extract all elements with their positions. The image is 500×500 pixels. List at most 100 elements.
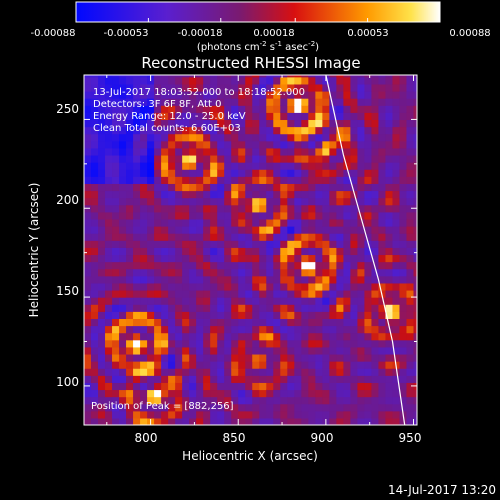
- heatmap-cell: [175, 83, 183, 92]
- heatmap-cell: [147, 240, 155, 248]
- heatmap-cell: [140, 147, 148, 156]
- heatmap-cell: [287, 389, 295, 398]
- heatmap-cell: [175, 190, 183, 199]
- heatmap-cell: [315, 147, 323, 156]
- heatmap-cell: [315, 76, 323, 85]
- heatmap-cell: [189, 176, 197, 184]
- heatmap-cell: [175, 282, 183, 291]
- heatmap-cell: [217, 304, 225, 312]
- heatmap-cell: [84, 361, 92, 369]
- heatmap-cell: [154, 112, 162, 121]
- heatmap-cell: [259, 176, 267, 184]
- heatmap-cell: [147, 275, 155, 284]
- heatmap-cell: [399, 375, 408, 383]
- heatmap-cell: [371, 76, 380, 85]
- heatmap-cell: [175, 339, 183, 348]
- heatmap-cell: [238, 75, 246, 78]
- heatmap-cell: [112, 154, 120, 163]
- heatmap-cell: [322, 105, 330, 113]
- heatmap-cell: [140, 162, 148, 170]
- heatmap-cell: [399, 268, 408, 277]
- heatmap-cell: [189, 140, 197, 149]
- heatmap-cell: [133, 176, 141, 184]
- heatmap-cell: [224, 112, 232, 121]
- heatmap-cell: [112, 247, 120, 256]
- heatmap-cell: [84, 254, 92, 263]
- heatmap-cell: [126, 226, 134, 234]
- heatmap-cell: [392, 268, 401, 277]
- heatmap-cell: [350, 368, 359, 376]
- heatmap-cell: [378, 83, 387, 92]
- heatmap-cell: [210, 176, 218, 184]
- heatmap-cell: [371, 162, 380, 170]
- heatmap-cell: [154, 311, 162, 319]
- heatmap-cell: [301, 247, 309, 256]
- heatmap-cell: [231, 90, 239, 99]
- heatmap-cell: [224, 240, 232, 248]
- heatmap-cell: [105, 311, 113, 319]
- x-tick-label: 950: [399, 431, 422, 445]
- heatmap-cell: [147, 126, 155, 135]
- heatmap-cell: [217, 112, 225, 121]
- heatmap-cell: [315, 339, 323, 348]
- heatmap-cell: [126, 368, 134, 376]
- heatmap-cell: [315, 382, 323, 391]
- heatmap-cell: [259, 162, 267, 170]
- heatmap-cell: [266, 275, 274, 284]
- heatmap-cell: [105, 75, 113, 78]
- heatmap-cell: [329, 275, 337, 284]
- heatmap-cell: [357, 226, 366, 234]
- heatmap-cell: [385, 311, 394, 319]
- heatmap-cell: [105, 162, 113, 170]
- heatmap-cell: [329, 311, 337, 319]
- heatmap-cell: [84, 240, 92, 248]
- heatmap-cell: [294, 389, 302, 398]
- heatmap-cell: [385, 382, 394, 391]
- heatmap-cell: [378, 154, 387, 163]
- heatmap-cell: [154, 410, 162, 419]
- heatmap-cell: [168, 346, 176, 355]
- heatmap-cell: [336, 261, 344, 270]
- heatmap-cell: [385, 254, 394, 263]
- heatmap-cell: [161, 140, 169, 149]
- heatmap-cell: [315, 417, 323, 425]
- heatmap-cell: [350, 325, 359, 334]
- heatmap-cell: [357, 247, 366, 256]
- heatmap-cell: [406, 417, 415, 425]
- heatmap-cell: [364, 98, 373, 106]
- heatmap-cell: [336, 154, 344, 163]
- heatmap-cell: [301, 375, 309, 383]
- heatmap-cell: [308, 417, 316, 425]
- heatmap-cell: [315, 112, 323, 121]
- heatmap-cell: [231, 112, 239, 121]
- heatmap-cell: [343, 382, 351, 391]
- colorbar-tick-label: 0.00018: [253, 28, 294, 39]
- heatmap-cell: [210, 240, 218, 248]
- heatmap-cell: [315, 368, 323, 376]
- heatmap-cell: [301, 183, 309, 192]
- heatmap-cell: [378, 147, 387, 156]
- heatmap-cell: [98, 275, 106, 284]
- heatmap-cell: [140, 368, 148, 376]
- heatmap-cell: [308, 147, 316, 156]
- heatmap-cell: [357, 133, 366, 142]
- heatmap-cell: [119, 261, 127, 270]
- heatmap-cell: [385, 297, 394, 305]
- heatmap-cell: [371, 126, 380, 135]
- heatmap-cell: [217, 396, 225, 405]
- heatmap-cell: [336, 211, 344, 220]
- heatmap-cell: [406, 368, 415, 376]
- heatmap-cell: [364, 346, 373, 355]
- heatmap-cell: [182, 154, 190, 163]
- heatmap-cell: [266, 197, 274, 206]
- heatmap-cell: [112, 119, 120, 128]
- heatmap-cell: [371, 176, 380, 184]
- heatmap-cell: [322, 112, 330, 121]
- heatmap-cell: [343, 282, 351, 291]
- heatmap-cell: [91, 389, 99, 398]
- heatmap-cell: [329, 98, 337, 106]
- heatmap-cell: [154, 403, 162, 412]
- y-tick-label: 250: [56, 102, 79, 116]
- heatmap-cell: [371, 254, 380, 263]
